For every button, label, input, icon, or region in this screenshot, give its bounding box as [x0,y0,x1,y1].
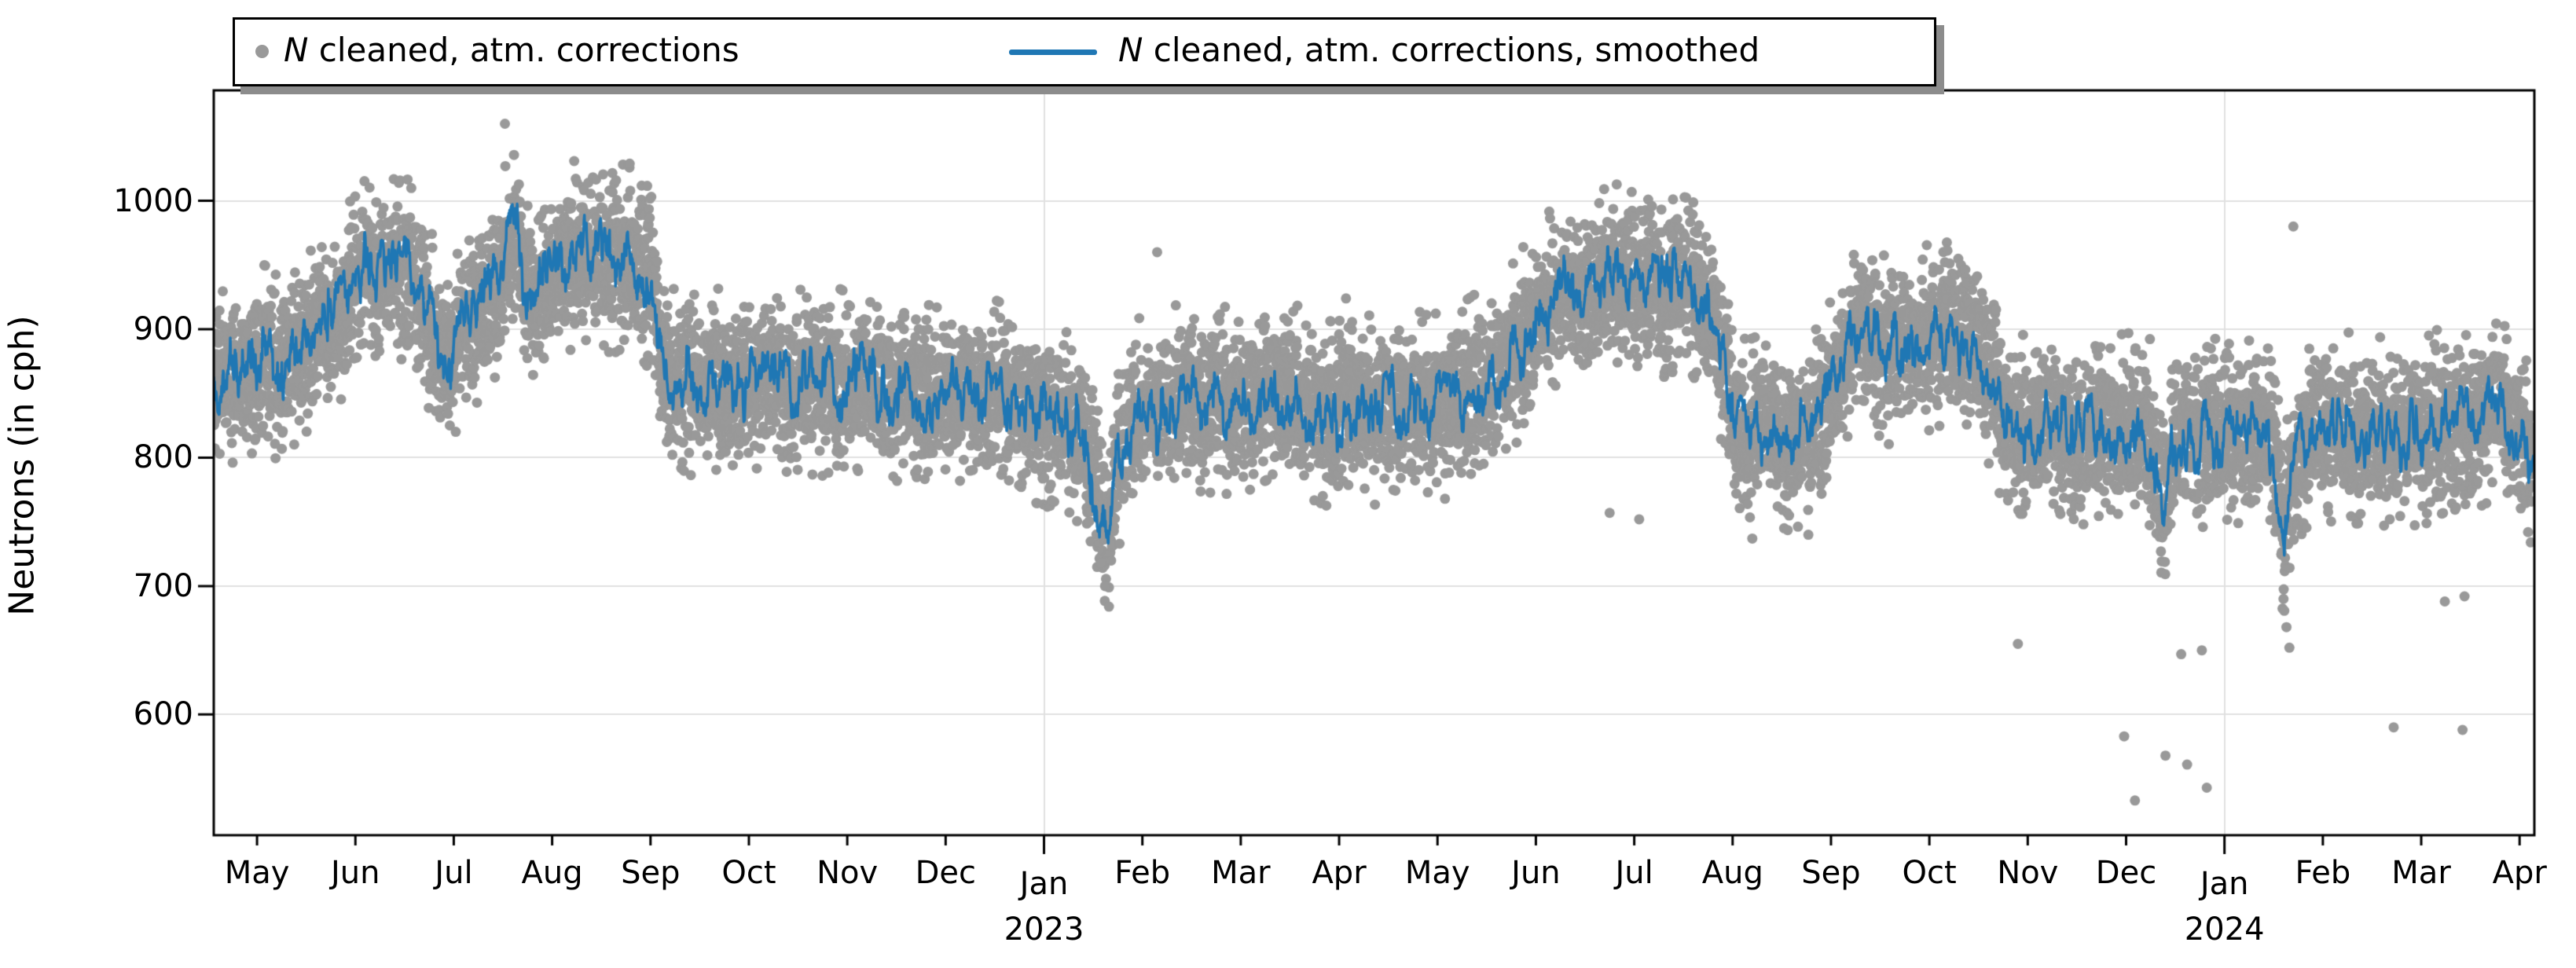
legend-box: N cleaned, atm. corrections N cleaned, a… [233,17,1936,86]
legend-text-line: cleaned, atm. corrections, smoothed [1143,31,1760,69]
y-axis-label: Neutrons (in cph) [2,315,42,616]
x-tick-label: Jan [1019,866,1069,902]
y-tick-label: 700 [133,567,193,604]
x-tick-label: Apr [1312,855,1367,891]
x-year-label: 2023 [1004,911,1084,948]
x-tick-label: Dec [915,855,977,891]
x-year-label: 2024 [2184,911,2265,948]
x-tick-label: Nov [1997,855,2059,891]
x-tick-label: Jun [331,855,380,891]
x-tick-label: Sep [1801,855,1861,891]
x-tick-label: Feb [2295,855,2351,891]
x-tick-label: Feb [1114,855,1171,891]
x-tick-label: Mar [2391,855,2451,891]
y-tick-label: 900 [133,311,193,347]
x-tick-label: Nov [816,855,879,891]
x-tick-label: Mar [1211,855,1271,891]
x-tick-label: Oct [1902,855,1957,891]
legend-var-scatter: N [284,31,309,69]
x-tick-label: Jul [435,855,473,891]
legend-entry-line: N cleaned, atm. corrections, smoothed [1118,31,1760,69]
legend-var-line: N [1118,31,1143,69]
y-tick-label: 1000 [113,182,193,219]
x-tick-label: Jul [1615,855,1653,891]
x-tick-label: Oct [721,855,776,891]
legend-text-scatter: cleaned, atm. corrections [308,31,739,69]
x-tick-label: Sep [621,855,681,891]
x-tick-label: Jan [2200,866,2249,902]
x-tick-label: May [1404,855,1470,891]
line-marker-icon [1009,50,1097,55]
x-tick-label: Apr [2492,855,2547,891]
y-tick-label: 600 [133,696,193,733]
scatter-marker-dot-icon [255,45,269,58]
x-tick-label: May [224,855,290,891]
x-tick-label: Dec [2095,855,2157,891]
y-tick-label: 800 [133,439,193,476]
x-tick-label: Aug [521,855,583,891]
x-tick-label: Jun [1511,855,1561,891]
legend-entry-scatter: N cleaned, atm. corrections [284,31,739,69]
x-tick-label: Aug [1701,855,1763,891]
